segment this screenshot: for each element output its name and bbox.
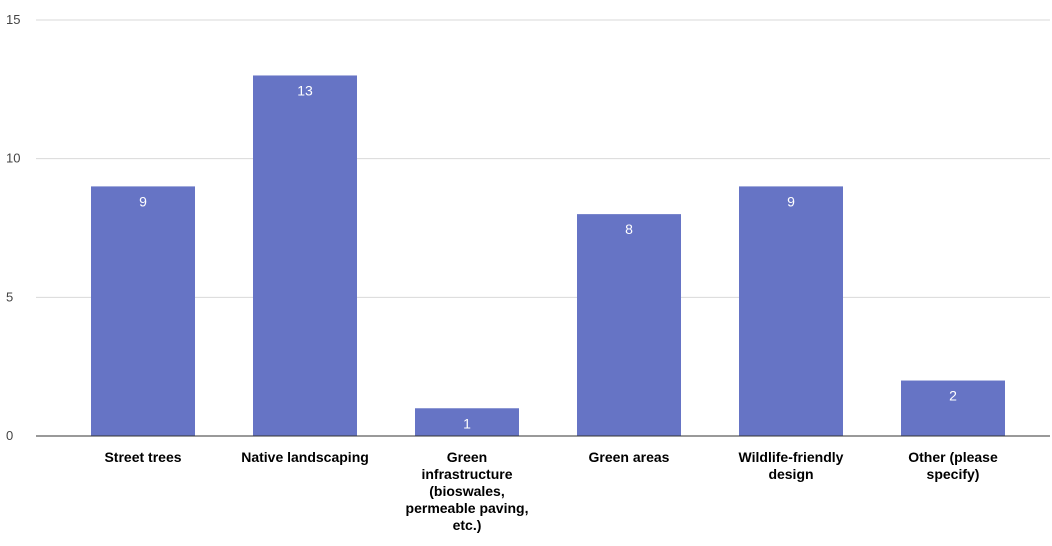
y-tick-label: 0 xyxy=(6,428,13,443)
category-label-line: design xyxy=(768,466,813,482)
category-label-line: Green xyxy=(447,449,487,465)
y-tick-label: 15 xyxy=(6,12,20,27)
bar xyxy=(91,186,195,436)
category-label-line: (bioswales, xyxy=(429,483,504,499)
category-label: Native landscaping xyxy=(241,449,369,465)
category-label: Green infrastructure (bioswales, permeable … xyxy=(406,449,529,533)
y-tick-label: 5 xyxy=(6,289,13,304)
bar xyxy=(253,75,357,436)
category-label: Wildlife-friendly design xyxy=(739,449,844,482)
category-label: Street trees xyxy=(104,449,181,465)
category-label-line: infrastructure xyxy=(421,466,512,482)
data-label: 1 xyxy=(463,415,471,431)
gridlines xyxy=(36,19,1050,298)
bar xyxy=(739,186,843,436)
category-label-line: permeable paving, xyxy=(406,500,529,516)
category-label-line: etc.) xyxy=(453,517,482,533)
data-labels: 9 13 1 8 9 2 xyxy=(139,82,957,431)
data-label: 13 xyxy=(297,82,313,98)
category-label-line: Street trees xyxy=(104,449,181,465)
category-label-line: Other (please xyxy=(908,449,998,465)
category-label: Other (please specify) xyxy=(908,449,998,482)
bar xyxy=(415,408,519,436)
data-label: 8 xyxy=(625,221,633,237)
category-label-line: Wildlife-friendly xyxy=(739,449,844,465)
category-label-line: Green areas xyxy=(589,449,670,465)
bar xyxy=(901,380,1005,436)
category-label-line: Native landscaping xyxy=(241,449,369,465)
y-axis-tick-labels: 0 5 10 15 xyxy=(6,12,20,443)
data-label: 2 xyxy=(949,388,957,404)
data-label: 9 xyxy=(787,193,795,209)
category-label: Green areas xyxy=(589,449,670,465)
data-label: 9 xyxy=(139,193,147,209)
x-axis-category-labels: Street trees Native landscaping Green infra… xyxy=(104,449,997,533)
bar xyxy=(577,214,681,436)
y-tick-label: 10 xyxy=(6,151,20,166)
category-label-line: specify) xyxy=(927,466,980,482)
bars xyxy=(91,75,1005,436)
